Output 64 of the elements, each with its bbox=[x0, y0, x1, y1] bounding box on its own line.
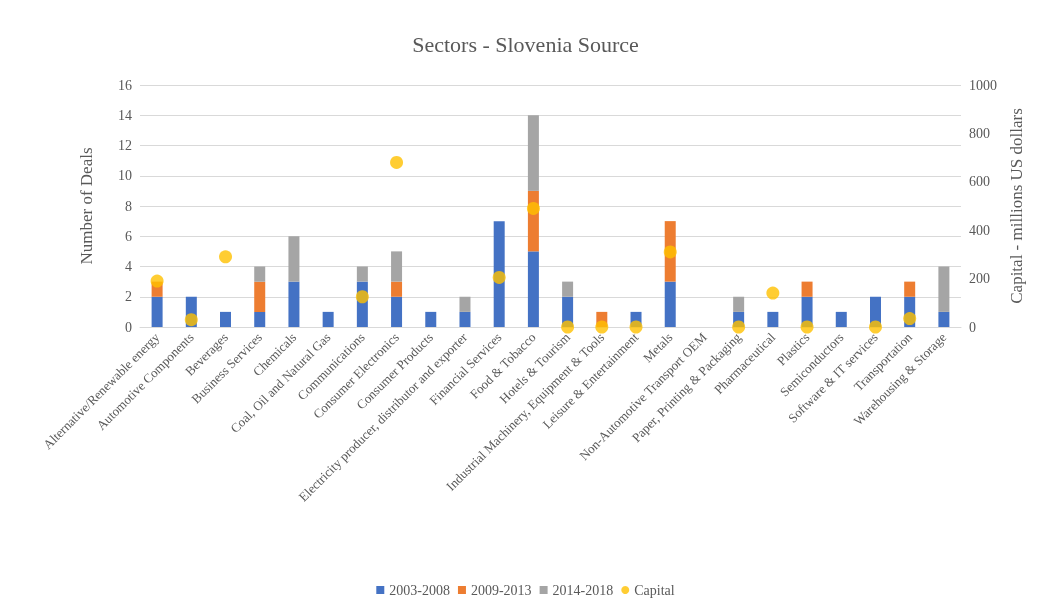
y2-tick-label: 800 bbox=[969, 125, 990, 141]
bar bbox=[220, 311, 232, 327]
point bbox=[868, 320, 882, 334]
bar bbox=[767, 311, 779, 327]
point bbox=[492, 270, 506, 284]
bar bbox=[254, 311, 266, 327]
bar bbox=[391, 281, 403, 297]
point bbox=[526, 201, 540, 215]
y-tick-label: 14 bbox=[118, 107, 132, 123]
chart-title: Sectors - Slovenia Source bbox=[412, 31, 639, 57]
y-tick-label: 10 bbox=[118, 168, 132, 184]
point bbox=[390, 155, 404, 169]
bar bbox=[562, 281, 574, 297]
bar bbox=[938, 266, 950, 312]
bar bbox=[938, 311, 950, 327]
legend-label: 2003-2008 bbox=[389, 582, 450, 598]
y-tick-label: 6 bbox=[125, 228, 132, 244]
y-axis-title: Number of Deals bbox=[77, 147, 96, 265]
point bbox=[355, 290, 369, 304]
point bbox=[732, 320, 746, 334]
bar bbox=[527, 115, 539, 191]
bar bbox=[459, 296, 471, 312]
bar bbox=[527, 251, 539, 327]
bar bbox=[459, 311, 471, 327]
bar bbox=[288, 236, 300, 282]
point bbox=[150, 274, 164, 288]
y-tick-label: 8 bbox=[125, 198, 132, 214]
legend-label: 2009-2013 bbox=[470, 582, 532, 598]
bar bbox=[425, 311, 437, 327]
bar bbox=[151, 296, 163, 327]
point bbox=[766, 286, 780, 300]
y2-tick-label: 200 bbox=[969, 271, 990, 287]
bar bbox=[664, 281, 676, 327]
point bbox=[219, 250, 233, 264]
y-tick-label: 0 bbox=[125, 319, 132, 335]
bar bbox=[356, 266, 368, 282]
y-tick-label: 4 bbox=[125, 259, 132, 274]
y-tick-label: 2 bbox=[125, 289, 132, 305]
point bbox=[663, 245, 677, 259]
legend-label: 2014-2018 bbox=[552, 582, 614, 598]
y2-tick-label: 600 bbox=[969, 174, 990, 190]
point bbox=[561, 320, 575, 334]
y2-tick-label: 0 bbox=[969, 319, 976, 335]
y-tick-label: 16 bbox=[118, 77, 132, 93]
y2-tick-label: 400 bbox=[969, 222, 990, 238]
bar bbox=[801, 281, 813, 297]
bar bbox=[288, 281, 300, 327]
legend-label: Capital bbox=[634, 582, 675, 598]
bar bbox=[835, 311, 847, 327]
bar bbox=[904, 281, 916, 297]
point bbox=[800, 320, 814, 334]
bar bbox=[733, 296, 745, 312]
point bbox=[903, 312, 917, 326]
bar bbox=[322, 311, 334, 327]
bar bbox=[391, 251, 403, 282]
point bbox=[595, 320, 609, 334]
y2-axis-title: Capital - millions US dollars bbox=[1006, 108, 1026, 304]
point bbox=[629, 320, 643, 334]
y2-tick-label: 1000 bbox=[969, 77, 997, 93]
bar bbox=[391, 296, 403, 327]
point bbox=[184, 313, 198, 327]
bar bbox=[254, 281, 266, 312]
bar bbox=[254, 266, 266, 282]
y-tick-label: 12 bbox=[118, 138, 132, 153]
